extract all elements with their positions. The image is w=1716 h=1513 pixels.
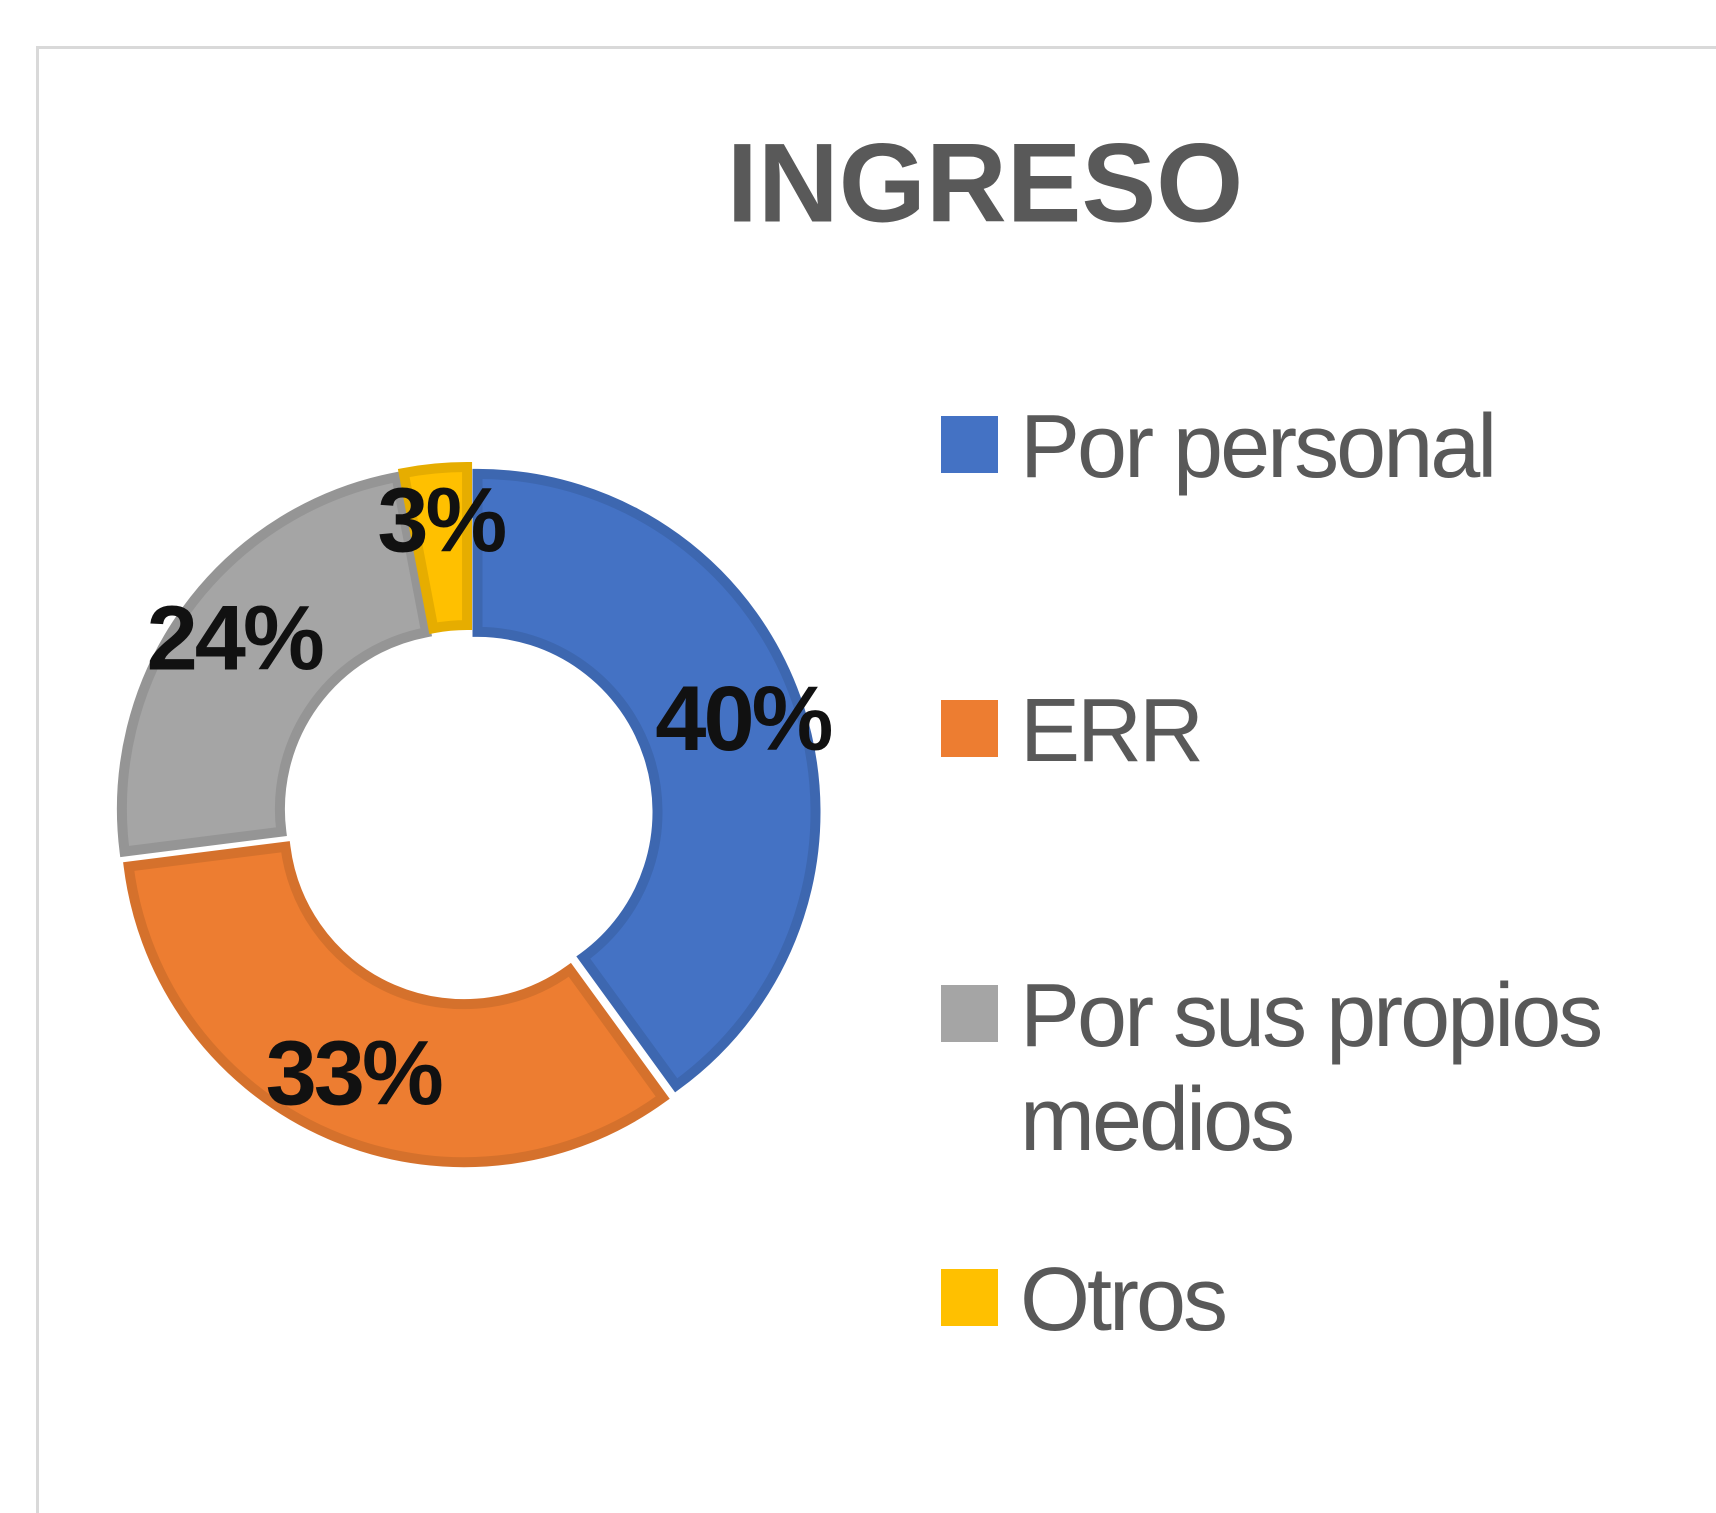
legend-item: Otros — [941, 1248, 1635, 1352]
legend-swatch — [941, 416, 998, 473]
legend-item: Por personal — [941, 395, 1635, 499]
legend-label: Otros — [1020, 1250, 1228, 1350]
legend-swatch — [941, 700, 998, 757]
donut-slice — [116, 471, 433, 858]
data-label: 3% — [377, 470, 505, 572]
data-label: 24% — [147, 587, 323, 689]
chart-title: INGRESO — [727, 121, 1244, 246]
data-label: 33% — [266, 1023, 442, 1125]
data-label: 40% — [655, 668, 831, 770]
legend-label: Por personal — [1020, 397, 1497, 497]
legend-swatch — [941, 985, 998, 1042]
legend-swatch — [941, 1269, 998, 1326]
legend-label: Por sus propios medios — [1020, 966, 1603, 1170]
donut-slice — [397, 462, 473, 635]
donut-slice — [472, 468, 821, 1093]
legend-item: Por sus propios medios — [941, 964, 1635, 1172]
donut-slice — [123, 841, 670, 1168]
chart-frame — [36, 46, 1716, 1513]
legend-label: ERR — [1020, 681, 1204, 781]
legend-item: ERR — [941, 679, 1635, 783]
